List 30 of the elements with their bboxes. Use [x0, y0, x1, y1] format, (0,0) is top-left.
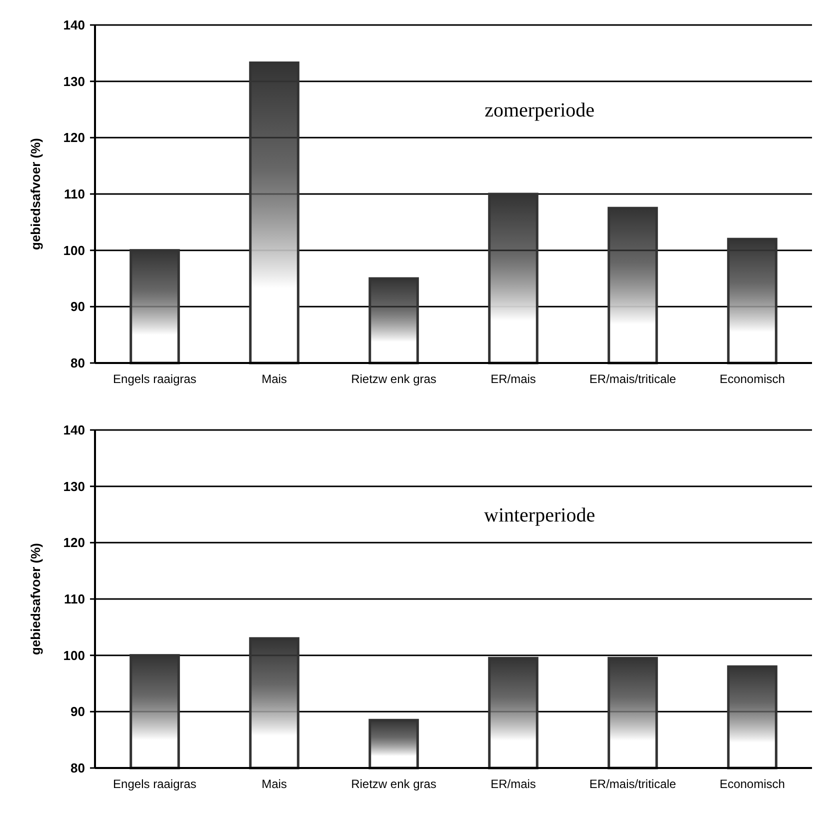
- y-tick-label: 130: [63, 478, 85, 494]
- y-tick-label: 80: [70, 760, 85, 776]
- x-tick-label: Economisch: [720, 777, 785, 791]
- x-tick-label: Economisch: [720, 372, 785, 386]
- y-tick-label: 110: [64, 592, 85, 607]
- y-tick-label: 100: [63, 242, 85, 258]
- y-tick-label: 80: [70, 356, 85, 371]
- x-tick-label: ER/mais: [490, 372, 536, 386]
- x-tick-label: Rietzw enk gras: [351, 372, 436, 386]
- x-tick-label: Mais: [262, 777, 287, 791]
- x-tick-label: ER/mais: [490, 777, 536, 791]
- annotation: winterperiode: [484, 504, 596, 526]
- y-axis-title: gebiedsafvoer (%): [28, 138, 43, 250]
- x-tick-label: Rietzw enk gras: [351, 777, 436, 791]
- y-tick-label: 90: [70, 299, 85, 314]
- x-tick-label: Mais: [262, 372, 287, 386]
- annotation: zomerperiode: [484, 99, 595, 122]
- y-axis-title: gebiedsafvoer (%): [28, 543, 43, 655]
- y-tick-label: 120: [63, 130, 85, 146]
- y-tick-label: 100: [63, 648, 85, 663]
- y-tick-label: 120: [63, 535, 85, 550]
- y-tick-label: 140: [63, 422, 85, 438]
- x-tick-label: ER/mais/triticale: [589, 777, 676, 791]
- x-tick-label: ER/mais/triticale: [589, 372, 676, 386]
- x-tick-label: Engels raaigras: [113, 777, 196, 791]
- y-tick-label: 110: [64, 186, 85, 202]
- y-tick-label: 130: [63, 74, 85, 89]
- y-tick-label: 140: [63, 18, 85, 33]
- x-tick-label: Engels raaigras: [113, 372, 196, 386]
- y-tick-label: 90: [70, 704, 85, 720]
